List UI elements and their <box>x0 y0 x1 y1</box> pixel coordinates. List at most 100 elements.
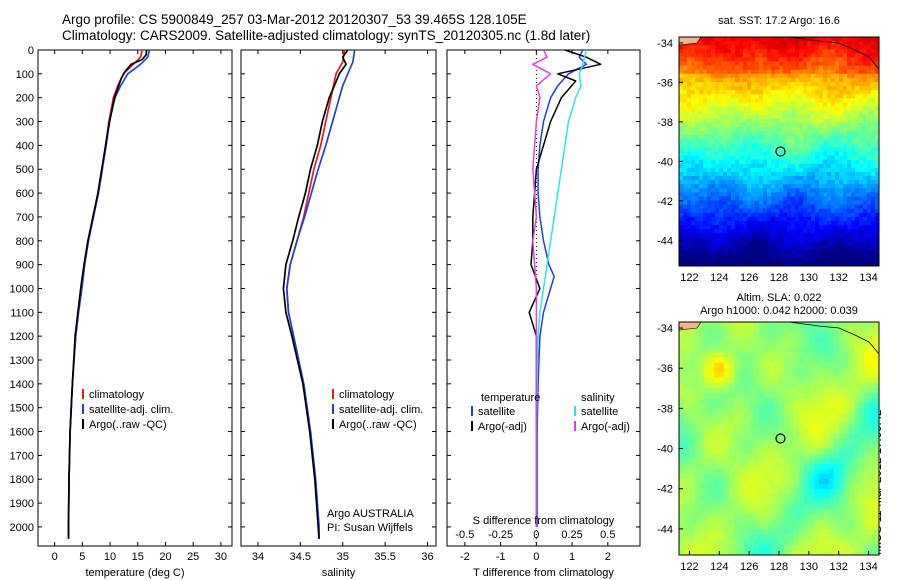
sst-ytick-label: -42 <box>657 196 673 208</box>
sla-xtick-label: 126 <box>740 561 758 573</box>
depth-tick-label: 1000 <box>10 283 34 295</box>
sal-xtick-label: 36 <box>421 551 433 563</box>
sal-legend-label: satellite-adj. clim. <box>339 404 423 416</box>
temp-xtick-label: 25 <box>187 551 199 563</box>
sla-ytick-label: -38 <box>657 403 673 415</box>
sst-float-marker <box>775 146 786 157</box>
temp-xtick-label: 30 <box>215 551 227 563</box>
diff-legend-label: Argo(-adj) <box>581 421 630 433</box>
sdiff-tick-label: 0.25 <box>561 529 582 541</box>
sla-map-title-line1: Altim. SLA: 0.022 <box>736 292 822 304</box>
depth-tick-label: 1400 <box>10 379 34 391</box>
temp-xtick-label: 0 <box>52 551 58 563</box>
sla-ytick-label: -36 <box>657 363 673 375</box>
depth-tick-label: 500 <box>16 164 34 176</box>
diff-xtick-label: -1 <box>496 551 506 563</box>
depth-tick-label: 1100 <box>10 307 34 319</box>
sal-series-argo <box>282 49 349 539</box>
diff-axes <box>446 49 641 547</box>
sst-map-grid <box>679 37 880 267</box>
sla-xtick-label: 128 <box>770 561 788 573</box>
sst-map-title: sat. SST: 17.2 Argo: 16.6 <box>718 15 840 27</box>
sst-ytick-label: -36 <box>657 77 673 89</box>
sst-xtick-label: 132 <box>830 272 848 284</box>
depth-tick-label: 0 <box>28 45 34 57</box>
temp-legend-label: Argo(..raw -QC) <box>89 419 167 431</box>
diff-series-argo_salinity <box>532 49 552 527</box>
depth-tick-label: 600 <box>16 188 34 200</box>
temp-axes <box>37 49 233 547</box>
diff-xtick-label: 2 <box>605 551 611 563</box>
sla-coastline <box>788 321 880 355</box>
sdiff-axis-label: S difference from climatology <box>473 515 615 527</box>
depth-tick-label: 100 <box>16 69 34 81</box>
diff-xlabel: T difference from climatology <box>473 567 614 579</box>
sla-xtick-label: 132 <box>830 561 848 573</box>
sla-xtick-label: 130 <box>800 561 818 573</box>
depth-tick-label: 900 <box>16 260 34 272</box>
sal-xlabel: salinity <box>322 567 356 579</box>
diff-series-sat_salinity <box>535 49 588 527</box>
diff-legend-temp-title: temperature <box>481 392 540 404</box>
sst-coastline <box>788 36 880 70</box>
diff-series-satellite <box>536 49 588 527</box>
sal-xtick-label: 34.5 <box>290 551 311 563</box>
temp-xtick-label: 10 <box>104 551 116 563</box>
sst-ytick-label: -38 <box>657 117 673 129</box>
sal-axes <box>240 49 437 547</box>
pi-name-label: PI: Susan Wijffels <box>327 522 413 534</box>
sst-xtick-label: 128 <box>770 272 788 284</box>
sst-xtick-label: 126 <box>740 272 758 284</box>
sdiff-tick-label: -0.5 <box>455 529 474 541</box>
temp-legend-label: satellite-adj. clim. <box>89 404 173 416</box>
depth-tick-label: 2000 <box>10 522 34 534</box>
diff-xtick-label: 0 <box>533 551 539 563</box>
sst-xtick-label: 134 <box>859 272 877 284</box>
sst-ytick-label: -34 <box>657 38 673 50</box>
sla-map-grid <box>679 322 880 556</box>
float-operator-label: Argo AUSTRALIA <box>327 508 414 520</box>
temp-series-argo <box>67 49 148 539</box>
sla-ytick-label: -44 <box>657 524 673 536</box>
sst-xtick-label: 124 <box>710 272 728 284</box>
temp-xtick-label: 5 <box>79 551 85 563</box>
sla-map-title-line2: Argo h1000: 0.042 h2000: 0.039 <box>700 305 858 317</box>
sal-xtick-label: 35 <box>337 551 349 563</box>
sdiff-tick-label: -0.25 <box>488 529 513 541</box>
sal-legend-label: Argo(..raw -QC) <box>339 419 417 431</box>
diff-xtick-label: 1 <box>569 551 575 563</box>
sdiff-tick-label: 0 <box>533 529 539 541</box>
depth-tick-label: 1900 <box>10 498 34 510</box>
sst-ytick-label: -40 <box>657 156 673 168</box>
depth-tick-label: 800 <box>16 236 34 248</box>
temp-xtick-label: 15 <box>132 551 144 563</box>
sal-xtick-label: 35.5 <box>374 551 395 563</box>
diff-legend-sal-title: salinity <box>581 392 615 404</box>
sal-xtick-label: 34 <box>252 551 264 563</box>
sla-xtick-label: 122 <box>680 561 698 573</box>
diff-legend-label: satellite <box>478 406 515 418</box>
sst-xtick-label: 122 <box>680 272 698 284</box>
depth-tick-label: 1200 <box>10 331 34 343</box>
sla-ytick-label: -42 <box>657 484 673 496</box>
temp-xtick-label: 20 <box>159 551 171 563</box>
depth-tick-label: 200 <box>16 93 34 105</box>
sst-ytick-label: -44 <box>657 235 673 247</box>
depth-tick-label: 700 <box>16 212 34 224</box>
temp-legend-label: climatology <box>89 389 145 401</box>
depth-tick-label: 1700 <box>10 450 34 462</box>
sal-legend-label: climatology <box>339 389 395 401</box>
sla-ytick-label: -34 <box>657 323 673 335</box>
profile-title: Argo profile: CS 5900849_257 03-Mar-2012… <box>62 12 527 27</box>
sla-xtick-label: 124 <box>710 561 728 573</box>
depth-tick-label: 1500 <box>10 403 34 415</box>
depth-tick-label: 1600 <box>10 427 34 439</box>
sla-float-marker <box>775 433 786 444</box>
depth-tick-label: 1800 <box>10 474 34 486</box>
sdiff-tick-label: 0.5 <box>600 529 615 541</box>
depth-tick-label: 400 <box>16 140 34 152</box>
diff-legend-label: Argo(-adj) <box>478 421 527 433</box>
diff-xtick-label: -2 <box>460 551 470 563</box>
sla-ytick-label: -40 <box>657 444 673 456</box>
